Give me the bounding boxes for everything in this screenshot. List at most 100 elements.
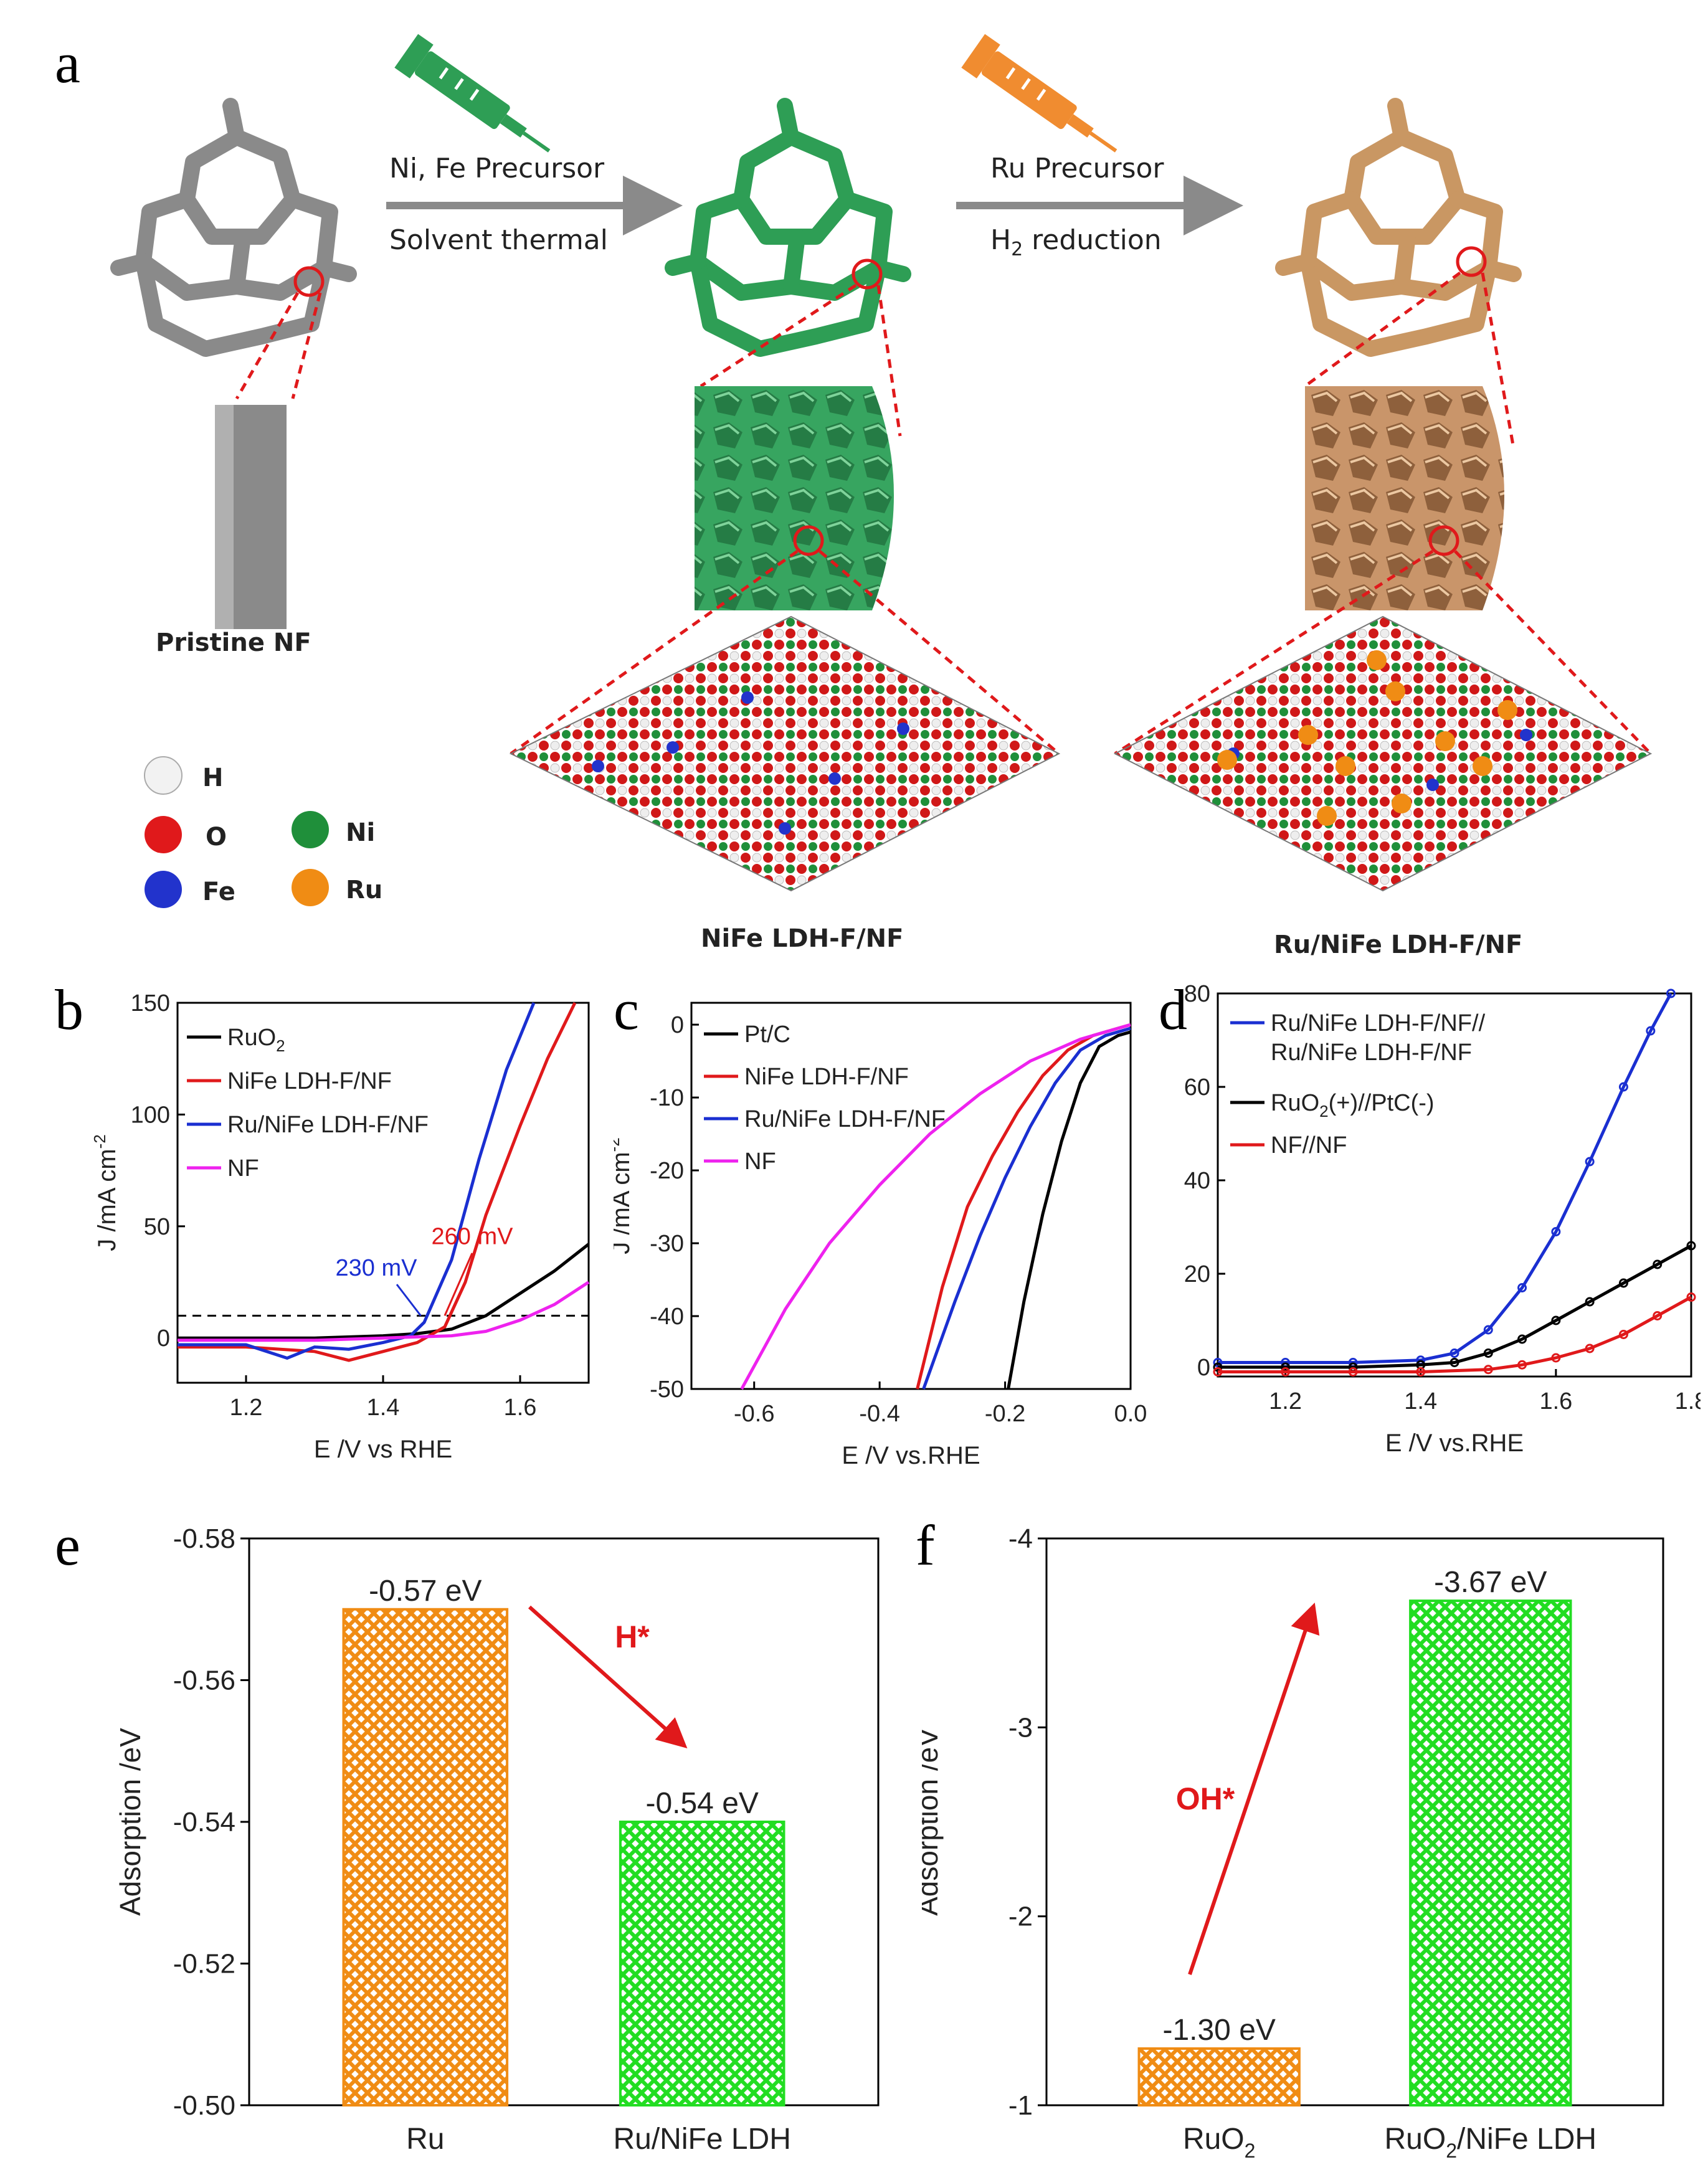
data-point-d-0-7 (1551, 1227, 1561, 1236)
data-point-d-0-8 (1585, 1157, 1595, 1167)
x-tick-label-d-2: 1.6 (1539, 1388, 1572, 1415)
step1-top: Ni, Fe Precursor (389, 153, 605, 184)
legend-label-c-3: NF (744, 1149, 776, 1175)
legend-H-swatch (144, 756, 183, 795)
chart-b: 1.2 1.4 1.6 0 50 100 150 E /V vs RHE J /mA cm-2 R… (90, 990, 590, 1463)
legend-label-d-1: RuO2(+)//PtC(-) (1271, 1090, 1435, 1121)
series-line-c-1 (916, 1023, 1131, 1390)
annotation-260mv: 260 mV (432, 1224, 514, 1250)
y-tick-label-b-3: 150 (131, 990, 170, 1017)
legend-O-swatch (145, 816, 182, 853)
atom-legend: H O Ni Fe Ru (144, 756, 382, 908)
bar-f-1 (1409, 1599, 1572, 2107)
data-point-d-0-4 (1449, 1348, 1459, 1358)
y-tick-label-e-1: -0.56 (173, 1666, 235, 1696)
y-tick-label-e-0: -0.58 (173, 1524, 235, 1554)
data-point-d-2-2 (1348, 1367, 1358, 1377)
data-point-d-2-9 (1653, 1311, 1663, 1320)
data-point-d-2-0 (1213, 1367, 1223, 1377)
trend-arrow-e (528, 1605, 688, 1749)
legend-label-d-2: NF//NF (1271, 1132, 1347, 1159)
x-axis-label-c: E /V vs.RHE (842, 1442, 980, 1469)
legend-O-label: O (206, 823, 227, 851)
bar-value-label-e-1: -0.54 eV (645, 1787, 758, 1820)
chart-c: -0.6 -0.4 -0.2 0.0 0 -10 -20 -30 -40 -50 E /V vs.R… (614, 1002, 1147, 1469)
y-tick-label-f-3: -1 (1008, 2090, 1033, 2121)
y-axis-label-f: Adsorption /eV (922, 1728, 944, 1916)
data-point-d-0-10 (1646, 1026, 1656, 1036)
x-tick-label-c-3: 0.0 (1114, 1401, 1147, 1427)
x-tick-label-c-0: -0.6 (734, 1401, 774, 1427)
data-point-d-2-10 (1686, 1292, 1696, 1302)
y-tick-label-b-0: 0 (157, 1325, 170, 1352)
x-axis-label-b: E /V vs RHE (314, 1436, 452, 1463)
y-tick-label-c-0: 0 (671, 1012, 684, 1038)
legend-Ru-swatch (292, 869, 329, 906)
legend-label-b-2: Ru/NiFe LDH-F/NF (227, 1112, 429, 1138)
data-point-d-0-9 (1618, 1082, 1628, 1092)
nife-nanosheet-zoom (695, 386, 894, 610)
x-category-label-e-1: Ru/NiFe LDH (613, 2123, 790, 2156)
y-tick-label-e-4: -0.50 (173, 2090, 235, 2121)
panel-label-c: c (614, 978, 639, 1041)
series-line-b-3 (178, 1281, 590, 1342)
x-tick-label-d-1: 1.4 (1404, 1388, 1437, 1415)
data-point-d-2-5 (1517, 1360, 1527, 1370)
runife-lattice (1113, 615, 1653, 892)
data-point-d-2-1 (1281, 1367, 1291, 1377)
y-axis-label-b: J /mA cm-2 (90, 1134, 121, 1251)
y-tick-label-b-2: 100 (131, 1102, 170, 1128)
y-tick-label-d-0: 0 (1197, 1355, 1210, 1381)
y-tick-label-f-1: -3 (1008, 1712, 1033, 1743)
runife-foam-icon (1275, 98, 1522, 357)
runife-label: Ru/NiFe LDH-F/NF (1274, 931, 1522, 959)
runife-nanosheet-zoom (1305, 386, 1504, 610)
bar-e-0 (342, 1608, 509, 2107)
y-tick-label-c-1: -10 (650, 1085, 684, 1111)
legend-label-b-1: NiFe LDH-F/NF (227, 1068, 392, 1094)
x-category-label-f-0: RuO2 (1183, 2123, 1256, 2162)
data-point-d-2-7 (1585, 1344, 1595, 1353)
legend-H-label: H (202, 764, 223, 792)
step2-top: Ru Precursor (990, 153, 1164, 184)
chart-d: 1.2 1.4 1.6 1.8 0 20 40 60 80 E /V vs.RHE J /mA cm… (1159, 984, 1701, 1457)
series-line-c-3 (740, 1023, 1131, 1390)
data-point-d-1-6 (1517, 1334, 1527, 1344)
series-line-c-2 (922, 1026, 1131, 1390)
y-tick-label-c-4: -40 (650, 1304, 684, 1330)
plot-frame-f (1045, 1537, 1664, 2107)
y-tick-label-d-2: 40 (1184, 1168, 1210, 1194)
series-line-d-1 (1218, 1244, 1692, 1369)
y-axis-label-d: J /mA cm-2 (1159, 1127, 1161, 1244)
step1-bottom: Solvent thermal (389, 224, 608, 256)
pristine-label: Pristine NF (156, 628, 311, 657)
plot-frame-d (1217, 992, 1692, 1378)
y-tick-label-e-2: -0.54 (173, 1807, 235, 1837)
series-line-d-2 (1218, 1296, 1692, 1373)
y-tick-label-b-1: 50 (144, 1214, 170, 1240)
series-line-b-1 (178, 1002, 577, 1362)
y-tick-label-f-0: -4 (1008, 1524, 1033, 1554)
data-point-d-1-11 (1686, 1241, 1696, 1251)
bar-value-label-e-0: -0.57 eV (369, 1575, 482, 1608)
x-category-label-f-1: RuO2/NiFe LDH (1385, 2123, 1597, 2162)
plot-frame-b (176, 1002, 590, 1384)
plot-frame-c (690, 1002, 1132, 1390)
data-point-d-0-11 (1666, 988, 1676, 998)
y-tick-label-c-2: -20 (650, 1158, 684, 1184)
legend-Fe-label: Fe (202, 878, 235, 906)
data-point-d-1-8 (1585, 1297, 1595, 1307)
y-tick-label-d-1: 20 (1184, 1261, 1210, 1287)
pristine-foam-icon (110, 98, 357, 357)
panel-label-d: d (1159, 978, 1187, 1041)
chart-f: -4 -3 -2 -1 Adsorption /eV -1.30 eV RuO2 -3.67 … (922, 1524, 1664, 2162)
legend-Ni-swatch (292, 811, 329, 848)
series-line-d-0 (1218, 992, 1672, 1364)
data-point-d-1-7 (1551, 1315, 1561, 1325)
y-tick-label-d-4: 80 (1184, 984, 1210, 1007)
y-tick-label-f-2: -2 (1008, 1902, 1033, 1932)
panel-label-b: b (55, 978, 83, 1041)
y-axis-label-e: Adsorption /eV (114, 1728, 146, 1916)
legend-Fe-swatch (145, 871, 182, 908)
trend-arrow-f (1188, 1602, 1320, 1975)
